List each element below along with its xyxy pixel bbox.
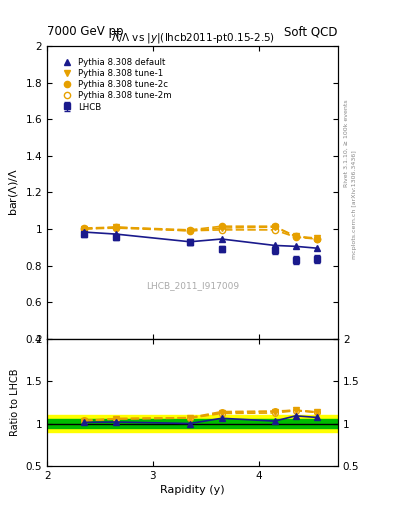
Pythia 8.308 tune-1 [114, 224, 118, 230]
Bar [47, 419, 338, 428]
Line: Pythia 8.308 default: Pythia 8.308 default [81, 229, 320, 251]
Line: Pythia 8.308 tune-2m: Pythia 8.308 tune-2m [81, 225, 320, 242]
Pythia 8.308 tune-1 [187, 228, 192, 234]
X-axis label: Rapidity (y): Rapidity (y) [160, 485, 225, 495]
Pythia 8.308 default [293, 243, 298, 249]
Pythia 8.308 tune-2c [187, 227, 192, 233]
Pythia 8.308 tune-2m [82, 226, 86, 232]
Pythia 8.308 tune-1 [219, 225, 224, 231]
Text: Rivet 3.1.10, ≥ 100k events: Rivet 3.1.10, ≥ 100k events [344, 99, 349, 187]
Pythia 8.308 tune-1 [272, 224, 277, 230]
Pythia 8.308 tune-2m [219, 227, 224, 233]
Text: Soft QCD: Soft QCD [285, 26, 338, 38]
Pythia 8.308 tune-1 [293, 233, 298, 239]
Y-axis label: Ratio to LHCB: Ratio to LHCB [10, 369, 20, 436]
Pythia 8.308 tune-2c [114, 224, 118, 230]
Text: mcplots.cern.ch [arXiv:1306.3436]: mcplots.cern.ch [arXiv:1306.3436] [352, 151, 357, 259]
Y-axis label: bar($\Lambda$)/$\Lambda$: bar($\Lambda$)/$\Lambda$ [7, 168, 20, 217]
Pythia 8.308 default [272, 242, 277, 248]
Pythia 8.308 tune-2c [272, 223, 277, 229]
Pythia 8.308 tune-2c [219, 223, 224, 229]
Pythia 8.308 default [219, 236, 224, 242]
Pythia 8.308 default [82, 229, 86, 235]
Text: 7000 GeV pp: 7000 GeV pp [47, 26, 124, 38]
Pythia 8.308 tune-2m [293, 234, 298, 240]
Line: Pythia 8.308 tune-2c: Pythia 8.308 tune-2c [81, 223, 320, 242]
Pythia 8.308 tune-1 [314, 235, 319, 241]
Pythia 8.308 default [114, 231, 118, 237]
Pythia 8.308 tune-2m [114, 225, 118, 231]
Bar [47, 415, 338, 432]
Pythia 8.308 tune-2m [187, 228, 192, 234]
Pythia 8.308 tune-2c [314, 236, 319, 242]
Pythia 8.308 default [187, 239, 192, 245]
Pythia 8.308 tune-1 [82, 226, 86, 232]
Pythia 8.308 tune-2c [293, 233, 298, 239]
Pythia 8.308 default [314, 245, 319, 251]
Pythia 8.308 tune-2m [314, 236, 319, 242]
Line: Pythia 8.308 tune-1: Pythia 8.308 tune-1 [81, 224, 320, 241]
Title: $\overline{\Lambda}/\Lambda$ vs $|y|$(lhcb2011-pt0.15-2.5): $\overline{\Lambda}/\Lambda$ vs $|y|$(lh… [110, 30, 275, 46]
Text: LHCB_2011_I917009: LHCB_2011_I917009 [146, 282, 239, 290]
Legend: Pythia 8.308 default, Pythia 8.308 tune-1, Pythia 8.308 tune-2c, Pythia 8.308 tu: Pythia 8.308 default, Pythia 8.308 tune-… [57, 56, 173, 113]
Pythia 8.308 tune-2m [272, 227, 277, 233]
Pythia 8.308 tune-2c [82, 225, 86, 231]
